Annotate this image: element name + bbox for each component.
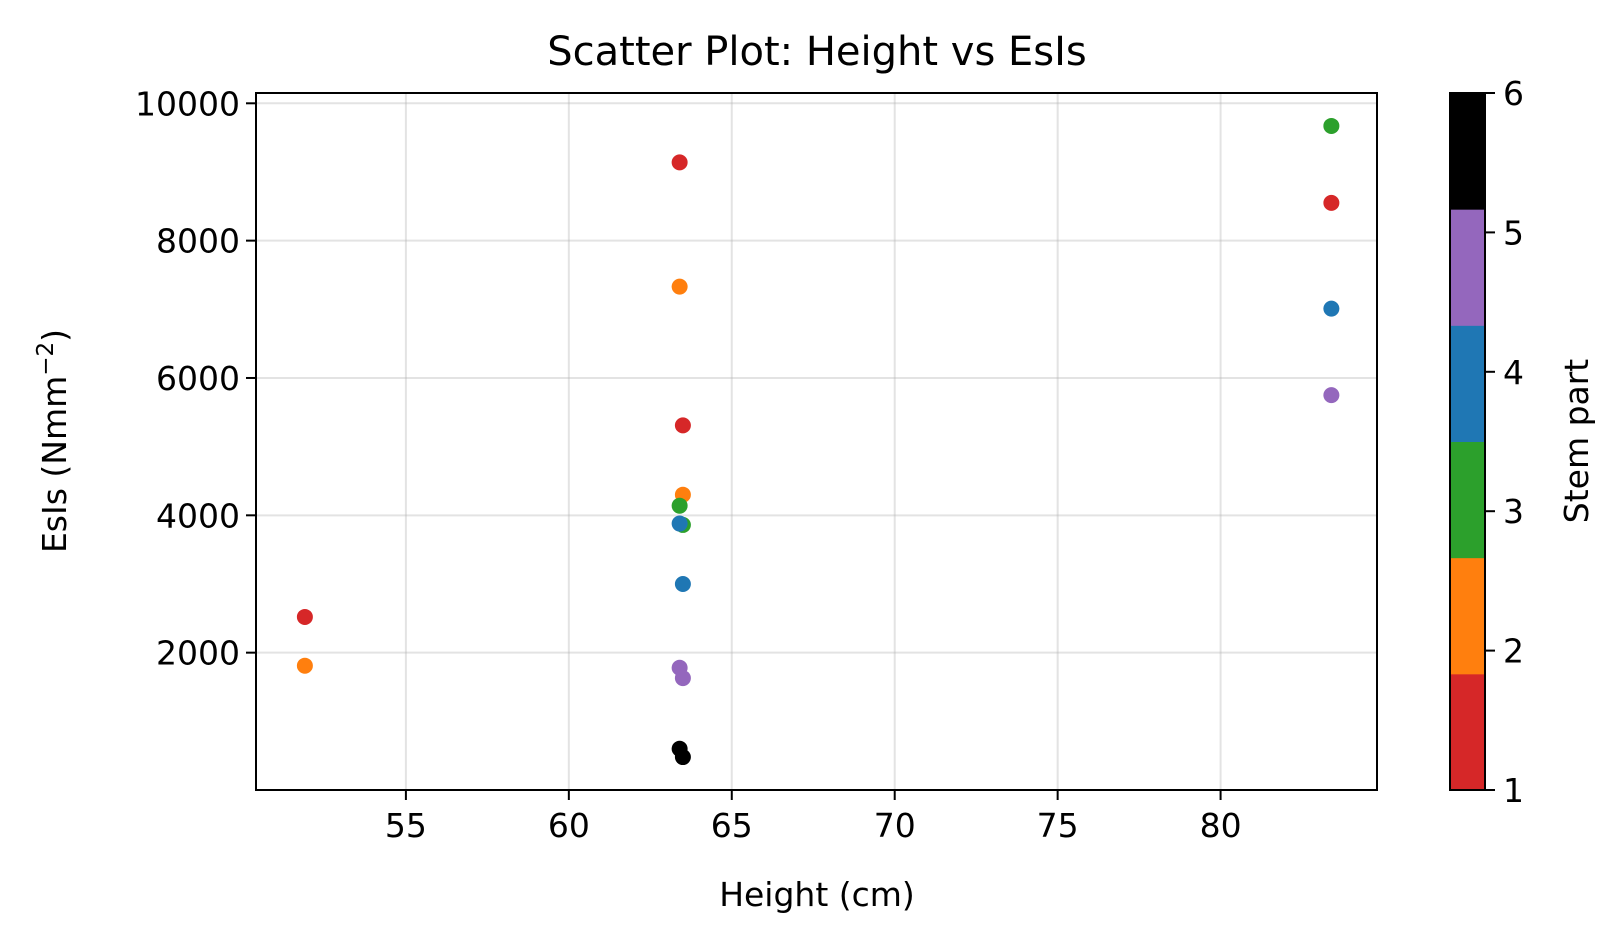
y-tick-label: 6000 (156, 359, 240, 398)
scatter-point (296, 657, 313, 674)
scatter-point (674, 417, 691, 434)
scatter-point (671, 154, 688, 171)
x-tick-label: 55 (385, 806, 427, 845)
x-tick-label: 60 (548, 806, 590, 845)
x-axis-label: Height (cm) (719, 875, 915, 914)
scatter-points (296, 117, 1340, 766)
y-axis-label-close: ) (35, 329, 74, 342)
scatter-point (671, 497, 688, 514)
scatter-point (674, 670, 691, 687)
colorbar-tick-label: 6 (1503, 74, 1524, 113)
x-tick-label: 80 (1200, 806, 1242, 845)
colorbar-tick-label: 4 (1503, 353, 1524, 392)
x-tick-label: 75 (1037, 806, 1079, 845)
y-tick-label: 4000 (156, 496, 240, 535)
scatter-point (671, 278, 688, 295)
colorbar-segment (1450, 93, 1485, 210)
colorbar-segment (1450, 673, 1485, 791)
scatter-point (671, 515, 688, 532)
scatter-point (1323, 117, 1340, 134)
chart-title: Scatter Plot: Height vs EsIs (547, 29, 1087, 75)
y-axis-label: EsIs (Nmm−2) (33, 329, 74, 553)
scatter-point (674, 575, 691, 592)
colorbar-tick-label: 3 (1503, 492, 1524, 531)
y-axis-label-superscript: −2 (33, 342, 59, 376)
colorbar-ticks: 1 2 3 4 5 6 (1485, 74, 1524, 810)
grid-lines (256, 93, 1377, 790)
colorbar-tick-label: 5 (1503, 213, 1524, 252)
colorbar-segment (1450, 441, 1485, 559)
scatter-point (1323, 194, 1340, 211)
colorbar-tick-label: 1 (1503, 771, 1524, 810)
y-axis-ticks: 2000 4000 6000 8000 10000 (135, 84, 256, 673)
y-tick-label: 2000 (156, 634, 240, 673)
colorbar-segment (1450, 557, 1485, 675)
plot-area-frame (255, 92, 1378, 791)
x-tick-label: 70 (874, 806, 916, 845)
colorbar-segment (1450, 325, 1485, 442)
scatter-point (296, 608, 313, 625)
y-axis-label-main: EsIs (Nmm (35, 376, 74, 553)
scatter-point (1323, 300, 1340, 317)
scatter-point (1323, 387, 1340, 404)
y-tick-label: 8000 (156, 222, 240, 261)
x-tick-label: 65 (711, 806, 753, 845)
colorbar (1450, 93, 1485, 791)
colorbar-frame (1449, 92, 1486, 791)
colorbar-segment (1450, 209, 1485, 326)
scatter-point (674, 749, 691, 766)
x-axis-ticks: 55 60 65 70 75 80 (385, 790, 1242, 845)
colorbar-label: Stem part (1557, 359, 1596, 524)
y-tick-label: 10000 (135, 84, 240, 123)
colorbar-tick-label: 2 (1503, 632, 1524, 671)
